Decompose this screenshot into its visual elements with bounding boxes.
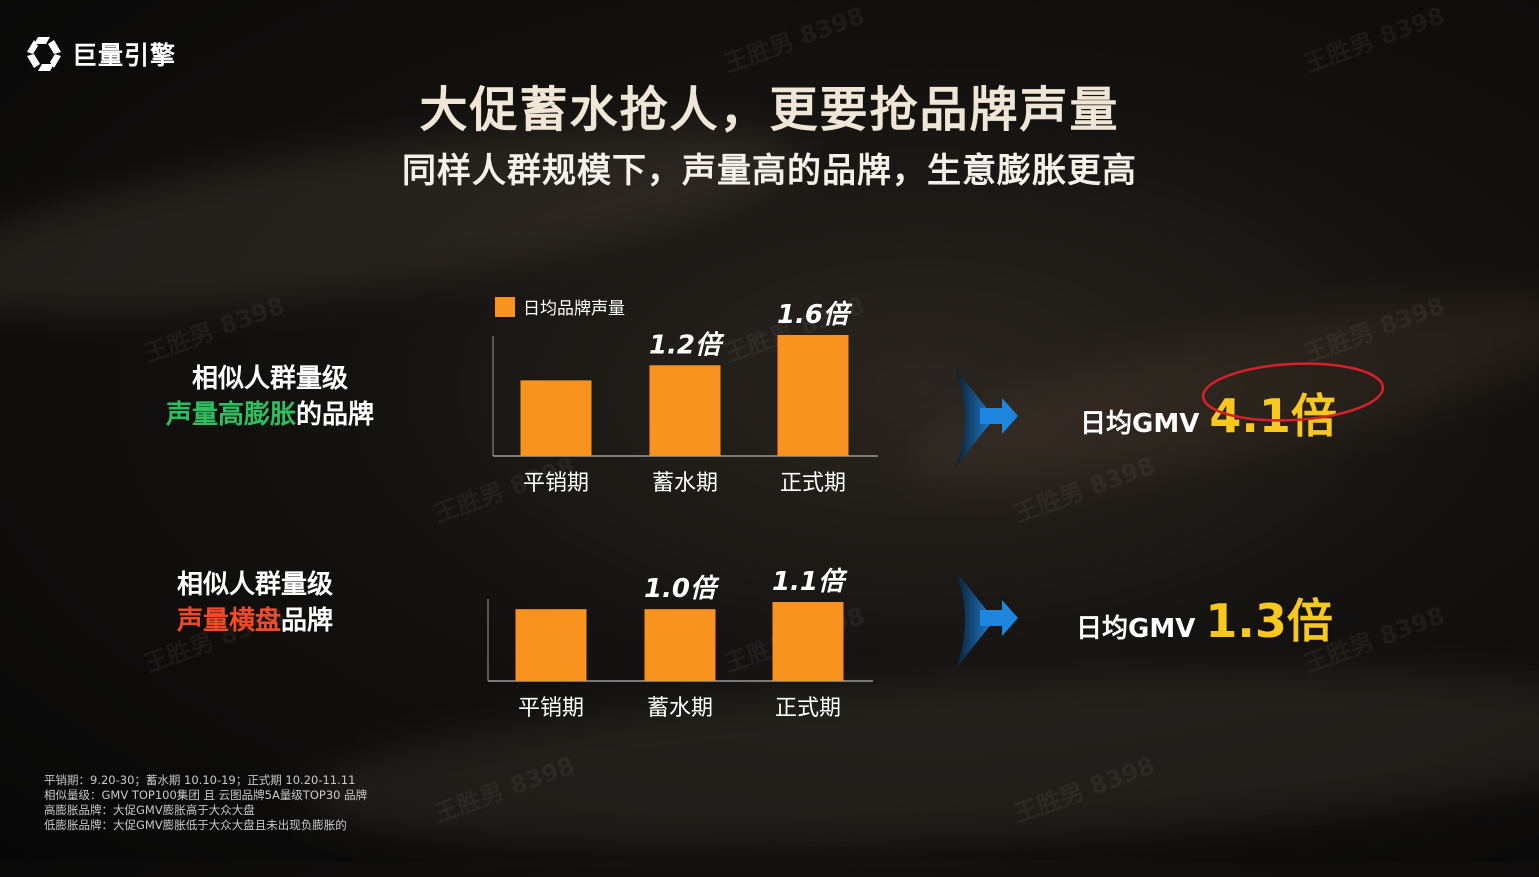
brand-logo-icon [27, 37, 61, 71]
watermark: 王胜男 8398 [430, 751, 579, 829]
brand-logo: 巨量引擎 [24, 34, 176, 74]
arrow-right-icon [955, 570, 1018, 670]
bar-data-label: 1.1倍 [772, 567, 848, 597]
chart-high-growth: 平销期 1.2倍蓄水期 1.6倍正式期 [480, 300, 900, 510]
page-subtitle: 同样人群规模下，声量高的品牌，生意膨胀更高 [402, 151, 1137, 191]
group1-rest: 的品牌 [296, 400, 375, 430]
brand-name: 巨量引擎 [72, 41, 177, 70]
bar [772, 602, 844, 681]
watermark: 王胜男 8398 [1010, 451, 1159, 529]
footnote-line: 平销期：9.20-30；蓄水期 10.10-19；正式期 10.20-11.11 [44, 773, 356, 787]
legend-label: 日均品牌声量 [523, 299, 625, 319]
bar-data-label: 1.6倍 [777, 300, 853, 330]
gmv-result-1: 日均GMV 4.1倍 [1080, 380, 1337, 446]
watermark: 王胜男 8398 [720, 1, 869, 79]
page-title: 大促蓄水抢人，更要抢品牌声量 [419, 82, 1120, 138]
group2-line1: 相似人群量级 [176, 570, 333, 600]
bar-data-label: 1.2倍 [649, 330, 725, 360]
x-tick-label: 蓄水期 [647, 696, 713, 721]
gmv-label-1: 日均GMV [1080, 409, 1200, 439]
bar [777, 335, 849, 456]
group1-label: 相似人群量级 声量高膨胀的品牌 [140, 361, 400, 433]
footnotes: 平销期：9.20-30；蓄水期 10.10-19；正式期 10.20-11.11… [44, 773, 367, 833]
group2-highlight: 声量横盘 [176, 606, 281, 636]
footnote-line: 高膨胀品牌：大促GMV膨胀高于大众大盘 [44, 803, 255, 817]
group1-highlight: 声量高膨胀 [165, 400, 296, 430]
gmv-value-2: 1.3倍 [1205, 594, 1333, 648]
gmv-label-2: 日均GMV [1076, 614, 1196, 644]
watermark: 王胜男 8398 [1300, 1, 1449, 79]
bar [515, 609, 587, 681]
watermark: 王胜男 8398 [140, 291, 289, 369]
arrow-right-icon [955, 368, 1018, 468]
x-tick-label: 蓄水期 [652, 471, 718, 496]
group2-rest: 品牌 [281, 606, 334, 636]
bar [649, 365, 721, 456]
footnote-line: 低膨胀品牌：大促GMV膨胀低于大众大盘且未出现负膨胀的 [44, 818, 347, 832]
highlight-circle-icon [1201, 362, 1385, 422]
gmv-result-2: 日均GMV 1.3倍 [1076, 585, 1333, 651]
legend-swatch [495, 296, 515, 317]
bar-data-label: 1.0倍 [644, 574, 720, 604]
chart-legend: 日均品牌声量 [495, 294, 625, 319]
footnote-line: 相似量级：GMV TOP100集团 且 云图品牌5A量级TOP30 品牌 [44, 788, 368, 802]
chart-flat: 平销期 1.0倍蓄水期 1.1倍正式期 [475, 555, 895, 735]
watermark: 王胜男 8398 [1010, 751, 1159, 829]
x-tick-label: 平销期 [518, 696, 584, 721]
x-tick-label: 正式期 [780, 471, 846, 496]
group2-label: 相似人群量级 声量横盘品牌 [140, 567, 370, 639]
x-tick-label: 平销期 [523, 471, 589, 496]
bar [520, 380, 592, 456]
group1-line1: 相似人群量级 [191, 364, 348, 394]
x-tick-label: 正式期 [775, 696, 841, 721]
bar [644, 609, 716, 681]
